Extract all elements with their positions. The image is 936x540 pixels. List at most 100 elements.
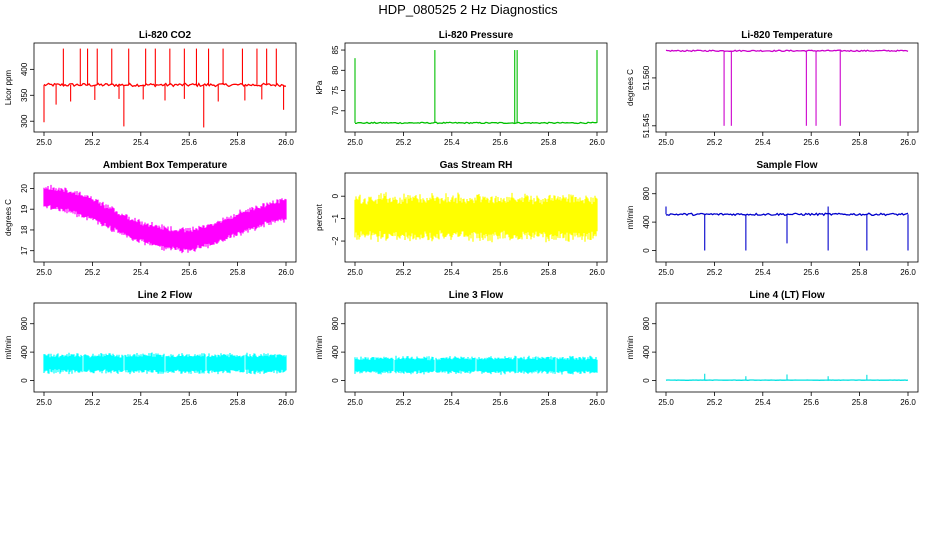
x-tick-label: 25.4 — [755, 398, 771, 407]
data-series — [665, 49, 909, 126]
x-tick-label: 26.0 — [589, 268, 605, 277]
y-axis-label: kPa — [315, 80, 324, 94]
plot-frame — [655, 302, 919, 393]
y-tick-label: 0 — [331, 193, 340, 198]
y-axis-label: Licor ppm — [4, 70, 13, 105]
panel-title: Gas Stream RH — [440, 160, 513, 171]
x-tick-label: 25.0 — [36, 268, 52, 277]
y-axis-label: degrees C — [4, 199, 13, 236]
y-tick-label: 51.560 — [642, 65, 651, 90]
y-axis-label: ml/min — [626, 206, 635, 230]
panel-title: Line 2 Flow — [138, 290, 193, 301]
x-tick-label: 25.8 — [230, 398, 246, 407]
x-tick-label: 25.2 — [85, 268, 101, 277]
x-tick-label: 25.6 — [492, 138, 508, 147]
y-tick-label: 0 — [642, 378, 651, 383]
y-tick-label: 400 — [642, 345, 651, 359]
data-line — [355, 121, 598, 125]
y-tick-label: 400 — [20, 62, 29, 76]
x-tick-label: 25.0 — [658, 398, 674, 407]
y-tick-label: 800 — [331, 317, 340, 331]
chart-panel-7: Line 2 Flow 25.0 25.2 25.4 25.6 25.8 26.0 0 400 8… — [4, 290, 297, 407]
x-tick-label: 26.0 — [589, 398, 605, 407]
y-tick-label: 350 — [20, 88, 29, 102]
x-tick-label: 25.2 — [396, 398, 412, 407]
y-tick-label: 0 — [331, 378, 340, 383]
y-tick-label: 0 — [642, 248, 651, 253]
y-tick-label: 51.545 — [642, 113, 651, 138]
plot-frame — [655, 42, 919, 133]
x-tick-label: 25.0 — [36, 398, 52, 407]
x-tick-label: 25.2 — [85, 398, 101, 407]
x-tick-label: 25.0 — [347, 268, 363, 277]
x-tick-label: 25.2 — [85, 138, 101, 147]
x-tick-label: 25.8 — [541, 268, 557, 277]
x-tick-label: 25.2 — [707, 398, 723, 407]
plot-frame — [33, 42, 297, 133]
x-tick-label: 25.8 — [230, 138, 246, 147]
plot-frame — [344, 42, 608, 133]
y-axis-label: ml/min — [315, 336, 324, 360]
data-series — [43, 184, 287, 254]
x-tick-label: 25.4 — [133, 138, 149, 147]
panel-title: Sample Flow — [756, 160, 817, 171]
plot-frame — [33, 302, 297, 393]
y-tick-label: 0 — [20, 378, 29, 383]
x-tick-label: 25.0 — [658, 268, 674, 277]
y-tick-label: 80 — [331, 65, 340, 74]
data-band — [354, 192, 598, 243]
plot-frame — [33, 172, 297, 263]
x-tick-label: 25.4 — [755, 138, 771, 147]
plot-frame — [344, 172, 608, 263]
data-series — [354, 50, 598, 125]
x-tick-label: 25.6 — [803, 138, 819, 147]
y-tick-label: 400 — [642, 215, 651, 229]
data-line — [43, 82, 287, 88]
y-axis-label: ml/min — [4, 336, 13, 360]
y-tick-label: −2 — [331, 236, 340, 246]
y-tick-label: 75 — [331, 86, 340, 95]
x-tick-label: 26.0 — [278, 138, 294, 147]
x-tick-label: 26.0 — [900, 138, 916, 147]
x-tick-label: 25.4 — [444, 398, 460, 407]
y-tick-label: 85 — [331, 45, 340, 54]
y-tick-label: 800 — [642, 187, 651, 201]
x-tick-label: 25.6 — [803, 398, 819, 407]
x-tick-label: 26.0 — [278, 268, 294, 277]
y-tick-label: 19 — [20, 204, 29, 213]
plot-frame — [655, 172, 919, 263]
x-tick-label: 25.4 — [755, 268, 771, 277]
panel-title: Li-820 Temperature — [741, 30, 833, 41]
chart-panel-4: Ambient Box Temperature 25.0 25.2 25.4 25.6 2… — [4, 160, 297, 277]
data-series — [354, 355, 598, 375]
x-tick-label: 25.4 — [133, 268, 149, 277]
data-series — [43, 352, 287, 375]
y-tick-label: 300 — [20, 114, 29, 128]
x-tick-label: 25.6 — [181, 138, 197, 147]
x-tick-label: 26.0 — [900, 268, 916, 277]
x-tick-label: 26.0 — [900, 398, 916, 407]
chart-panel-8: Line 3 Flow 25.0 25.2 25.4 25.6 25.8 26.0 0 400 8… — [315, 290, 608, 407]
x-tick-label: 25.2 — [396, 138, 412, 147]
x-tick-label: 26.0 — [589, 138, 605, 147]
chart-panel-9: Line 4 (LT) Flow 25.0 25.2 25.4 25.6 25.8 26.0… — [626, 290, 919, 407]
x-tick-label: 25.0 — [658, 138, 674, 147]
chart-panel-1: Li-820 CO2 25.0 25.2 25.4 25.6 25.8 26.0 300 350… — [4, 30, 297, 147]
x-tick-label: 25.6 — [492, 398, 508, 407]
x-tick-label: 25.6 — [803, 268, 819, 277]
chart-panel-3: Li-820 Temperature 25.0 25.2 25.4 25.6 25.8 26… — [626, 30, 919, 147]
panel-title: Li-820 CO2 — [139, 30, 192, 41]
x-tick-label: 26.0 — [278, 398, 294, 407]
panel-title: Line 4 (LT) Flow — [749, 290, 825, 301]
y-tick-label: 17 — [20, 246, 29, 255]
x-tick-label: 25.8 — [541, 398, 557, 407]
panel-title: Line 3 Flow — [449, 290, 504, 301]
x-tick-label: 25.0 — [36, 138, 52, 147]
y-axis-label: ml/min — [626, 336, 635, 360]
y-tick-label: 800 — [20, 317, 29, 331]
x-tick-label: 25.4 — [133, 398, 149, 407]
x-tick-label: 25.6 — [492, 268, 508, 277]
chart-panel-6: Sample Flow 25.0 25.2 25.4 25.6 25.8 26.0 0 400 8… — [626, 160, 919, 277]
x-tick-label: 25.0 — [347, 398, 363, 407]
